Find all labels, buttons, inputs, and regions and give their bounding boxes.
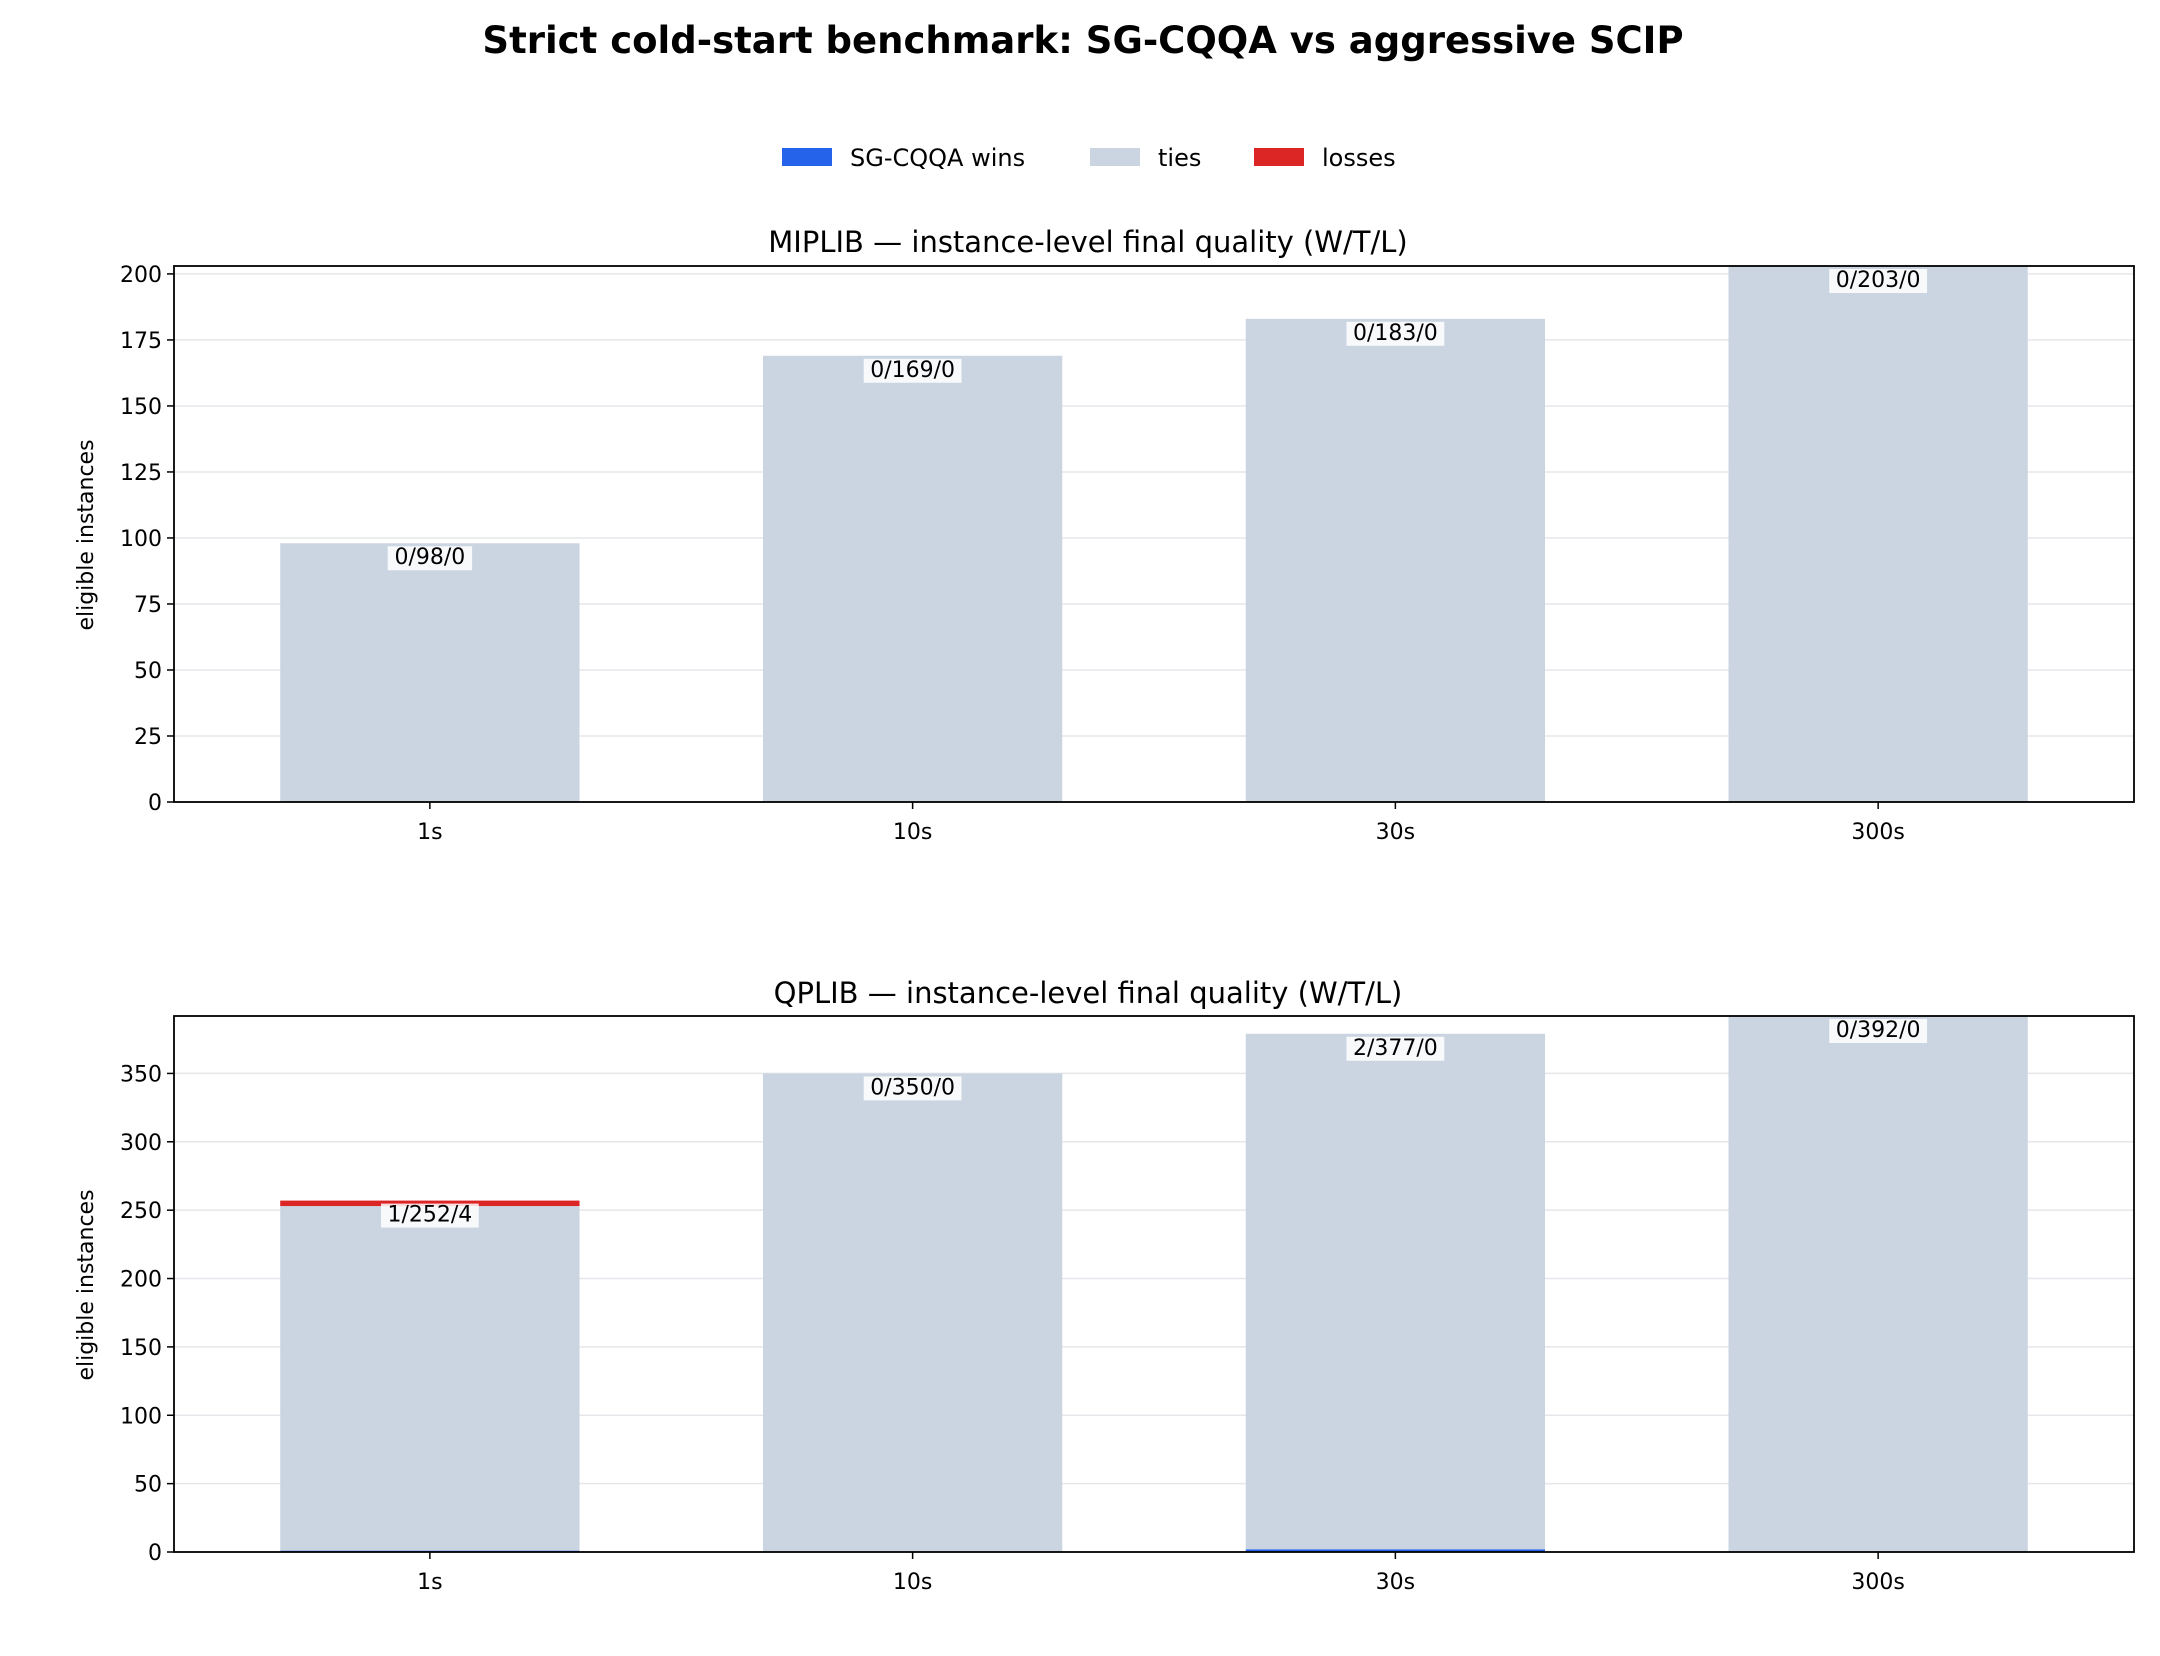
miplib-xtick-label: 10s [893,820,932,845]
qplib-bar-label-bg [380,1203,479,1228]
qplib-ylabel: eligible instances [74,1189,99,1380]
qplib-bar-ties [1245,1033,1546,1550]
legend-swatch-losses [1254,148,1304,166]
miplib-bar-ties [1245,318,1546,802]
miplib-bar-label-bg [863,358,962,383]
miplib-panel: MIPLIB — instance-level final quality (W… [74,225,2135,845]
miplib-xtick-label: 300s [1851,820,1904,845]
qplib-panel: QPLIB — instance-level final quality (W/… [74,976,2135,1595]
miplib-xtick-label: 30s [1376,820,1415,845]
qplib-bar-ties [762,1073,1063,1552]
miplib-bar-ties [280,543,580,802]
miplib-bar-label: 0/98/0 [394,545,465,570]
legend: SG-CQQA wins ties losses [782,144,1396,172]
qplib-bar-sg-cqqa-wins [1245,1549,1546,1552]
qplib-ytick-label: 350 [120,1062,162,1087]
miplib-plot-area: 0 25 50 75 100 125 150 175 200 1s 0/98/0 10s 0/169/0… [120,263,2135,845]
miplib-panel-title: MIPLIB — instance-level final quality (W… [768,225,1407,259]
qplib-bar-losses [280,1200,580,1207]
miplib-ylabel: eligible instances [74,439,99,630]
miplib-bar-ties [762,355,1063,802]
miplib-bar-label: 0/183/0 [1353,321,1438,346]
legend-swatch-ties [1090,148,1140,166]
miplib-ytick-label: 25 [134,725,162,750]
qplib-bar-label-bg [863,1076,962,1101]
qplib-xtick-label: 30s [1376,1570,1415,1595]
qplib-axes-frame [173,1015,2135,1553]
qplib-bar-label-bg [1829,1019,1928,1043]
miplib-ytick-label: 150 [120,395,162,420]
miplib-bar-label-bg [1346,321,1445,346]
qplib-bar-ties [1728,1016,2028,1552]
qplib-bar-label: 1/252/4 [387,1203,472,1228]
figure-title: Strict cold-start benchmark: SG-CQQA vs … [482,19,1683,62]
qplib-bar-label-bg [1346,1036,1445,1061]
miplib-ytick-label: 175 [120,329,162,354]
miplib-ytick-label: 50 [134,659,162,684]
qplib-bar-label: 0/392/0 [1836,1018,1921,1043]
legend-label-ties: ties [1158,144,1201,172]
miplib-bar-label-bg [387,546,473,571]
qplib-xtick-label: 1s [417,1570,442,1595]
qplib-xtick-label: 10s [893,1570,932,1595]
miplib-axes-frame [173,265,2135,803]
qplib-ytick-label: 200 [120,1268,162,1293]
qplib-ytick-label: 100 [120,1404,162,1429]
miplib-ytick-label: 125 [120,461,162,486]
qplib-bar-ties [280,1206,580,1551]
miplib-ytick-label: 0 [148,791,162,816]
qplib-ytick-label: 50 [134,1473,162,1498]
qplib-bar-label: 0/350/0 [870,1075,955,1100]
qplib-ytick-label: 250 [120,1199,162,1224]
miplib-bar-label: 0/203/0 [1836,268,1921,293]
miplib-xtick-label: 1s [417,820,442,845]
qplib-bar-label: 2/377/0 [1353,1036,1438,1061]
miplib-bar-label: 0/169/0 [870,358,955,383]
qplib-xtick-label: 300s [1851,1570,1904,1595]
miplib-bar-label-bg [1829,269,1928,293]
qplib-plot-area: 0 50 100 150 200 250 300 350 1s 1/252/4 10s 0/350/0… [120,1015,2135,1595]
qplib-panel-title: QPLIB — instance-level final quality (W/… [774,976,1403,1010]
legend-label-losses: losses [1322,144,1396,172]
qplib-ytick-label: 0 [148,1541,162,1566]
miplib-ytick-label: 75 [134,593,162,618]
legend-swatch-wins [782,148,832,166]
miplib-ytick-label: 100 [120,527,162,552]
miplib-ytick-label: 200 [120,263,162,288]
miplib-bar-ties [1728,266,2028,802]
qplib-ytick-label: 150 [120,1336,162,1361]
legend-label-wins: SG-CQQA wins [850,144,1025,172]
qplib-ytick-label: 300 [120,1131,162,1156]
